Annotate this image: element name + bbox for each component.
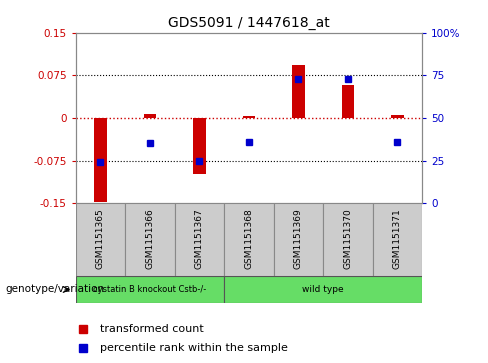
Bar — [193, 118, 205, 174]
Text: genotype/variation: genotype/variation — [5, 285, 104, 294]
Bar — [125, 203, 175, 276]
Text: cystatin B knockout Cstb-/-: cystatin B knockout Cstb-/- — [93, 285, 206, 294]
Bar — [76, 203, 125, 276]
Text: percentile rank within the sample: percentile rank within the sample — [100, 343, 288, 354]
Bar — [175, 203, 224, 276]
Text: transformed count: transformed count — [100, 324, 203, 334]
Bar — [274, 203, 323, 276]
Bar — [323, 203, 373, 276]
Bar — [94, 118, 106, 202]
Bar — [391, 115, 404, 118]
Bar — [224, 203, 274, 276]
Text: wild type: wild type — [302, 285, 344, 294]
Text: GSM1151368: GSM1151368 — [244, 208, 253, 269]
Bar — [76, 276, 224, 303]
Text: GSM1151366: GSM1151366 — [145, 208, 154, 269]
Title: GDS5091 / 1447618_at: GDS5091 / 1447618_at — [168, 16, 330, 30]
Bar — [243, 116, 255, 118]
Bar — [342, 85, 354, 118]
Text: GSM1151365: GSM1151365 — [96, 208, 105, 269]
Text: GSM1151370: GSM1151370 — [344, 208, 352, 269]
Bar — [224, 276, 422, 303]
Text: GSM1151371: GSM1151371 — [393, 208, 402, 269]
Text: GSM1151369: GSM1151369 — [294, 208, 303, 269]
Bar — [373, 203, 422, 276]
Bar — [292, 65, 305, 118]
Bar — [143, 114, 156, 118]
Text: GSM1151367: GSM1151367 — [195, 208, 204, 269]
